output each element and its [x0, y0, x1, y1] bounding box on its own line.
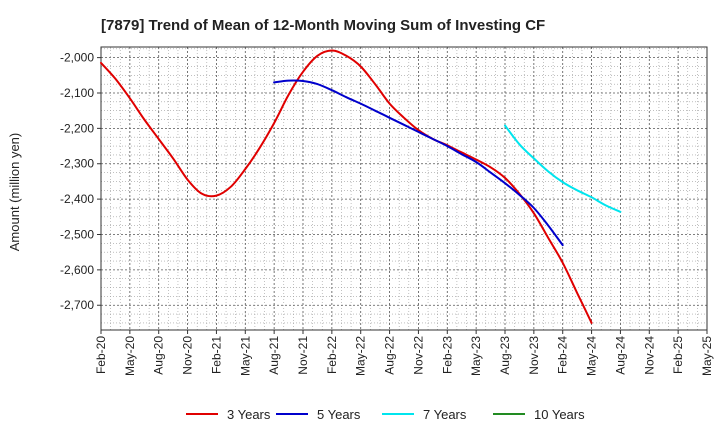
legend-label-10-years: 10 Years [534, 407, 585, 422]
x-tick-label: May-23 [469, 336, 483, 376]
legend-label-5-years: 5 Years [317, 407, 361, 422]
series-line-5-years [273, 79, 564, 247]
y-tick-label: -2,100 [60, 86, 94, 100]
x-tick-label: Nov-24 [642, 336, 656, 375]
y-tick-label: -2,200 [60, 121, 94, 135]
x-tick-label: May-21 [238, 336, 252, 376]
y-tick-label: -2,300 [60, 157, 94, 171]
legend: 3 Years 5 Years 7 Years 10 Years [186, 407, 585, 422]
x-tick-label: Feb-25 [671, 336, 685, 374]
x-tick-label: Feb-22 [325, 336, 339, 374]
plot-frame [100, 46, 708, 331]
series-line-7-years [504, 124, 622, 213]
x-tick-label: Aug-21 [267, 336, 281, 375]
y-tick-label: -2,700 [60, 298, 94, 312]
x-tick-label: Feb-24 [556, 336, 570, 374]
x-tick-label: Aug-24 [613, 336, 627, 375]
x-tick-label: Aug-20 [152, 336, 166, 375]
x-tick-label: May-25 [700, 336, 714, 376]
x-tick-label: Nov-20 [181, 336, 195, 375]
x-tick-label: May-22 [354, 336, 368, 376]
legend-label-3-years: 3 Years [227, 407, 271, 422]
x-tick-label: Nov-22 [411, 336, 425, 375]
x-tick-label: Feb-21 [209, 336, 223, 374]
plot-area [101, 47, 707, 330]
x-tick-label: Aug-22 [383, 336, 397, 375]
x-tick-label: Nov-23 [527, 336, 541, 375]
x-tick-label: May-24 [585, 336, 599, 376]
x-tick-label: Nov-21 [296, 336, 310, 375]
series-line-3-years [100, 49, 593, 324]
y-tick-label: -2,500 [60, 227, 94, 241]
series-layer [100, 49, 622, 324]
x-tick-label: Feb-20 [94, 336, 108, 374]
chart-title: [7879] Trend of Mean of 12-Month Moving … [101, 17, 545, 34]
y-tick-label: -2,000 [60, 51, 94, 65]
grid-layer [100, 47, 708, 330]
x-tick-label: Aug-23 [498, 336, 512, 375]
x-tick-label: Feb-23 [440, 336, 454, 374]
axis-layer: -2,000 -2,100 -2,200 -2,300 -2,400 -2,500 -2,6… [60, 46, 714, 376]
y-axis-label: Amount (million yen) [7, 133, 22, 252]
y-tick-label: -2,400 [60, 192, 94, 206]
x-tick-label: May-20 [123, 336, 137, 376]
legend-label-7-years: 7 Years [423, 407, 467, 422]
y-tick-label: -2,600 [60, 263, 94, 277]
